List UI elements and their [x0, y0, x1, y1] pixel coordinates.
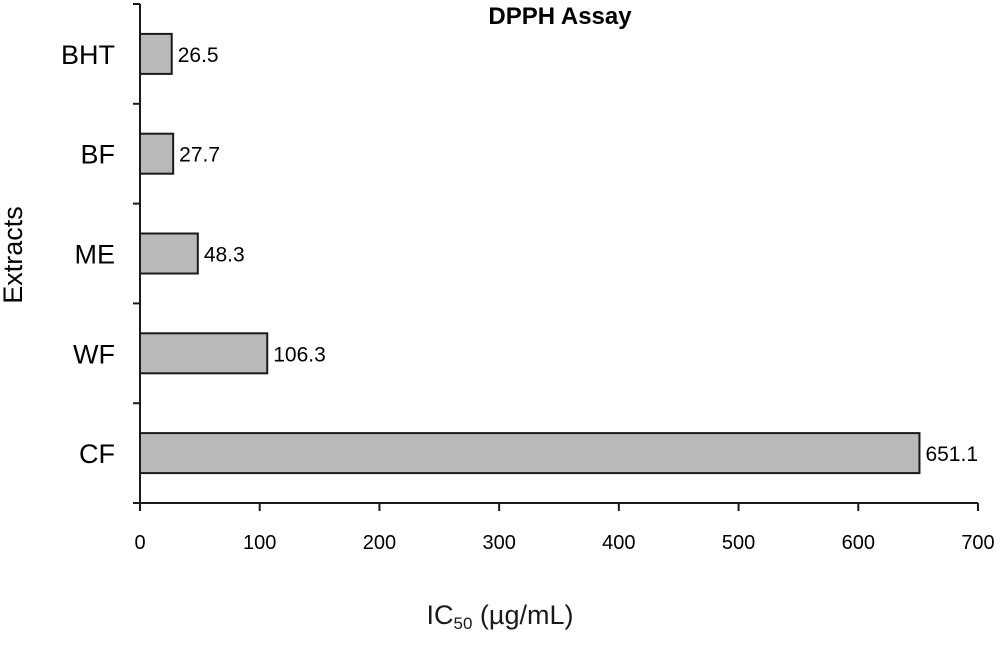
- category-label: ME: [75, 240, 116, 270]
- chart-title: DPPH Assay: [488, 3, 632, 30]
- x-tick-label: 200: [363, 532, 396, 554]
- category-label: BHT: [61, 40, 115, 70]
- bars: BHT 26.5 BF 27.7 ME 48.3 WF 106.3 CF 651.1: [61, 32, 978, 475]
- category-label: CF: [79, 439, 115, 469]
- bar-bf: [139, 132, 175, 175]
- x-axis-label-subscript: 50: [453, 614, 473, 633]
- value-label: 106.3: [273, 343, 326, 366]
- axes: 0 100 200 300 400 500 600 700: [133, 3, 995, 554]
- x-tick-label: 400: [602, 532, 635, 554]
- x-axis-label: IC50 (µg/mL): [0, 600, 1000, 634]
- x-tick-label: 600: [842, 532, 875, 554]
- x-tick-label: 500: [722, 532, 755, 554]
- x-tick-label: 0: [134, 532, 145, 554]
- x-axis-label-unit: (µg/mL): [472, 600, 574, 630]
- x-tick-label: 100: [243, 532, 276, 554]
- category-label: WF: [73, 339, 115, 369]
- category-label: BF: [80, 140, 115, 170]
- value-label: 651.1: [925, 443, 978, 466]
- x-axis-label-main: IC: [426, 600, 454, 630]
- value-label: 26.5: [178, 44, 219, 67]
- x-tick-label: 300: [482, 532, 515, 554]
- bar-me: [139, 232, 199, 275]
- bar-bht: [139, 32, 173, 75]
- bar-wf: [139, 332, 269, 375]
- y-axis-label: Extracts: [0, 206, 28, 304]
- bar-cf: [139, 432, 921, 475]
- value-label: 48.3: [204, 244, 245, 267]
- x-tick-label: 700: [961, 532, 994, 554]
- value-label: 27.7: [179, 144, 220, 167]
